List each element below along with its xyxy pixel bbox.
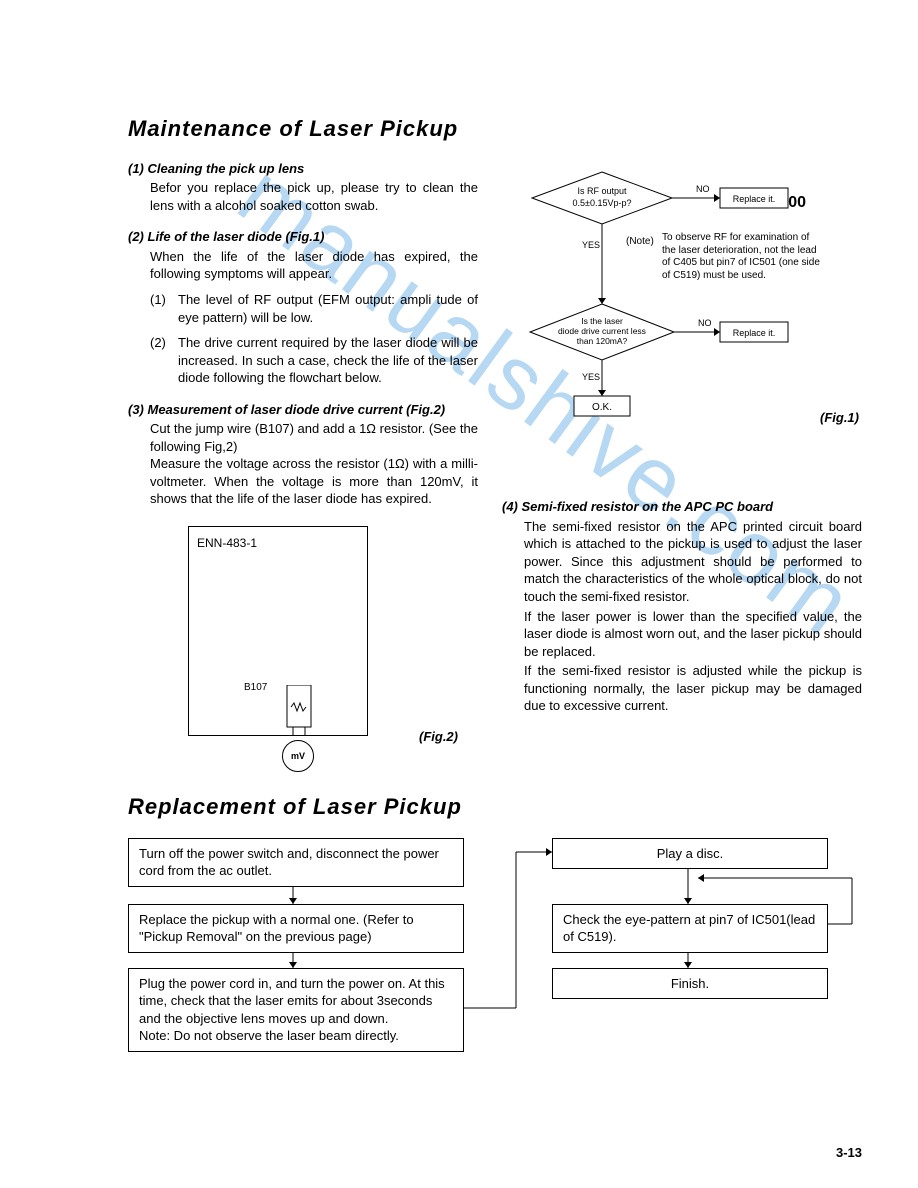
fig1-note-label: (Note)	[626, 236, 654, 247]
s2-item2: (2) The drive current required by the la…	[150, 334, 478, 387]
s4-p1: The semi-fixed resistor on the APC print…	[524, 518, 862, 606]
fig1-no1: NO	[696, 184, 710, 194]
s2-head: (2) Life of the laser diode (Fig.1)	[128, 228, 478, 246]
fig2-mv-meter: mV	[282, 740, 314, 772]
title-replacement: Replacement of Laser Pickup	[128, 792, 862, 822]
flow-box-3: Plug the power cord in, and turn the pow…	[128, 968, 464, 1052]
flow-box-2: Replace the pickup with a normal one. (R…	[128, 904, 464, 953]
fig1-note-text: To observe RF for examination of the las…	[662, 232, 822, 282]
fig2-b107-label: B107	[244, 681, 267, 695]
fig1-d2-l3: than 120mA?	[577, 336, 628, 346]
two-columns: (1) Cleaning the pick up lens Befor you …	[128, 160, 862, 736]
fig1-flowchart: Is RF output 0.5±0.15Vp-p? NO Replace it…	[502, 164, 862, 434]
fig2-enn-label: ENN-483-1	[197, 535, 257, 551]
s2-i1-num: (1)	[150, 291, 178, 326]
fig2-box: ENN-483-1 B107	[188, 526, 368, 736]
s1-head: (1) Cleaning the pick up lens	[128, 160, 478, 178]
resistor-icon	[281, 685, 321, 735]
title-maintenance: Maintenance of Laser Pickup	[128, 114, 862, 144]
flow-box-1: Turn off the power switch and, disconnec…	[128, 838, 464, 887]
flow-box-5: Check the eye-pattern at pin7 of IC501(l…	[552, 904, 828, 953]
fig2-caption: (Fig.2)	[419, 728, 458, 746]
fig1-d1-l1: Is RF output	[577, 186, 627, 196]
replacement-flowchart: Turn off the power switch and, disconnec…	[128, 838, 868, 1118]
s3-body: Cut the jump wire (B107) and add a 1Ω re…	[150, 420, 478, 508]
s2-i2-num: (2)	[150, 334, 178, 387]
fig1-replace1: Replace it.	[733, 194, 776, 204]
flow-box-6: Finish.	[552, 968, 828, 1000]
fig1-no2: NO	[698, 318, 712, 328]
fig1-yes1: YES	[582, 240, 600, 250]
fig1-d2-l1: Is the laser	[581, 316, 623, 326]
s2-item1: (1) The level of RF output (EFM output: …	[150, 291, 478, 326]
left-column: (1) Cleaning the pick up lens Befor you …	[128, 160, 478, 736]
flow-box-4: Play a disc.	[552, 838, 828, 870]
s4-p3: If the semi-fixed resistor is adjusted w…	[524, 662, 862, 715]
fig1-d1-l2: 0.5±0.15Vp-p?	[573, 198, 632, 208]
fig1-replace2: Replace it.	[733, 328, 776, 338]
s3-head: (3) Measurement of laser diode drive cur…	[128, 401, 478, 419]
fig2-diagram: ENN-483-1 B107 mV (Fig.2)	[188, 526, 448, 736]
right-column: Is RF output 0.5±0.15Vp-p? NO Replace it…	[502, 160, 862, 736]
s2-i2-text: The drive current required by the laser …	[178, 334, 478, 387]
s4-head: (4) Semi-fixed resistor on the APC PC bo…	[502, 498, 862, 516]
page-number: 3-13	[836, 1144, 862, 1162]
s2-i1-text: The level of RF output (EFM output: ampl…	[178, 291, 478, 326]
fig1-d2-l2: diode drive current less	[558, 326, 646, 336]
fig1-ok: O.K.	[592, 402, 612, 413]
s4-p2: If the laser power is lower than the spe…	[524, 608, 862, 661]
s2-intro: When the life of the laser diode has exp…	[150, 248, 478, 283]
s1-body: Befor you replace the pick up, please tr…	[150, 179, 478, 214]
fig1-yes2: YES	[582, 372, 600, 382]
fig1-caption: (Fig.1)	[820, 410, 859, 425]
